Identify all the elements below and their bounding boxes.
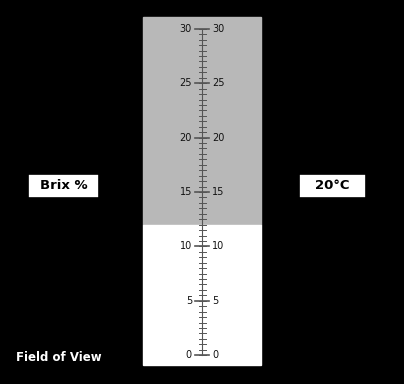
- Bar: [143, 225, 261, 365]
- Text: 30: 30: [180, 24, 192, 34]
- Text: 25: 25: [179, 78, 192, 88]
- Text: 10: 10: [212, 242, 224, 252]
- Text: 30: 30: [212, 24, 224, 34]
- Bar: [143, 17, 261, 225]
- Bar: [299, 174, 366, 198]
- Text: 25: 25: [212, 78, 225, 88]
- Text: 20°C: 20°C: [315, 179, 349, 192]
- Text: 15: 15: [180, 187, 192, 197]
- Text: 0: 0: [186, 350, 192, 360]
- Text: 5: 5: [212, 296, 218, 306]
- Text: Field of View: Field of View: [16, 351, 102, 364]
- Text: 15: 15: [212, 187, 224, 197]
- Bar: [28, 174, 99, 198]
- Circle shape: [15, 3, 389, 377]
- Text: 0: 0: [212, 350, 218, 360]
- Text: Brix %: Brix %: [40, 179, 87, 192]
- Text: 10: 10: [180, 242, 192, 252]
- Text: 20: 20: [212, 132, 224, 142]
- Text: 5: 5: [186, 296, 192, 306]
- Text: 20: 20: [180, 132, 192, 142]
